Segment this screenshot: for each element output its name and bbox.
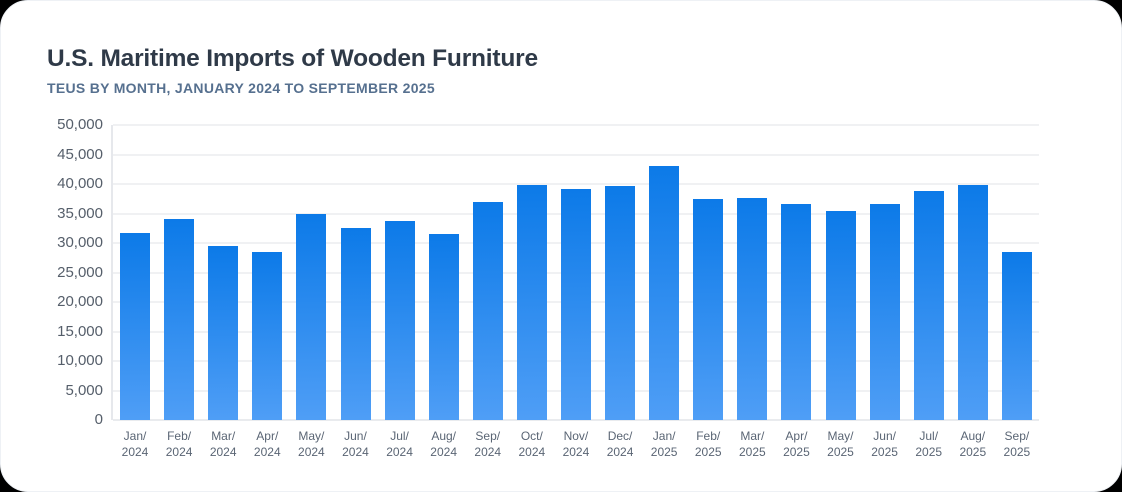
gridline-y-45000 bbox=[113, 153, 1039, 156]
x-axis-tick-label: Jan/ 2025 bbox=[650, 429, 678, 459]
bar-Jul-2024[interactable] bbox=[384, 221, 415, 420]
x-axis-tick-label: May/ 2024 bbox=[298, 429, 325, 459]
bar-Nov-2024[interactable] bbox=[561, 188, 591, 420]
y-axis-tick-label: 35,000 bbox=[57, 204, 103, 222]
x-axis-tick-label: Aug/ 2025 bbox=[959, 429, 987, 459]
y-axis-tick-label: 25,000 bbox=[57, 263, 103, 281]
y-axis-tick-label: 40,000 bbox=[57, 175, 103, 192]
bar-May-2025[interactable] bbox=[825, 211, 856, 420]
x-axis-tick-label: Mar/ 2025 bbox=[738, 429, 766, 459]
bar-Jan-2024[interactable] bbox=[120, 232, 151, 420]
bar-Sep-2025[interactable] bbox=[1001, 251, 1032, 420]
chart-title: U.S. Maritime Imports of Wooden Furnitur… bbox=[47, 45, 538, 72]
bar-Jun-2025[interactable] bbox=[869, 204, 900, 420]
y-axis-tick-label: 5,000 bbox=[65, 381, 103, 399]
bar-Sep-2024[interactable] bbox=[472, 201, 503, 420]
y-axis-tick-label: 30,000 bbox=[57, 234, 103, 251]
bar-Jul-2025[interactable] bbox=[913, 191, 944, 420]
y-axis-tick-label: 15,000 bbox=[57, 322, 103, 340]
x-axis-tick-label: Feb/ 2024 bbox=[165, 429, 193, 459]
gridline-y-40000 bbox=[113, 183, 1039, 185]
x-axis-tick-label: May/ 2025 bbox=[827, 429, 854, 459]
bar-Apr-2024[interactable] bbox=[252, 251, 283, 420]
gridline-y-0 bbox=[113, 419, 1039, 421]
y-axis-tick-label: 50,000 bbox=[57, 116, 103, 133]
x-axis-tick-label: Oct/ 2024 bbox=[518, 429, 546, 459]
bar-Feb-2025[interactable] bbox=[693, 199, 724, 420]
y-axis-tick-label: 10,000 bbox=[57, 352, 103, 369]
bar-Aug-2024[interactable] bbox=[428, 234, 459, 420]
x-axis-tick-label: Mar/ 2024 bbox=[209, 429, 237, 459]
bar-Jun-2024[interactable] bbox=[340, 227, 371, 420]
bar-Feb-2024[interactable] bbox=[164, 218, 195, 420]
x-axis-tick-label: Feb/ 2025 bbox=[694, 429, 722, 459]
bar-Oct-2024[interactable] bbox=[516, 184, 547, 420]
x-axis-tick-label: Apr/ 2024 bbox=[253, 429, 281, 459]
y-axis-tick-label: 45,000 bbox=[57, 145, 103, 163]
x-axis-tick-label: Apr/ 2025 bbox=[783, 429, 810, 459]
x-axis-tick-label: Jun/ 2025 bbox=[871, 429, 898, 459]
x-axis-tick-label: Sep/ 2025 bbox=[1003, 429, 1031, 459]
bar-Dec-2024[interactable] bbox=[605, 185, 636, 420]
bar-May-2024[interactable] bbox=[296, 214, 327, 420]
x-axis-tick-label: Dec/ 2024 bbox=[606, 429, 634, 459]
gridline-y-50000 bbox=[113, 124, 1039, 126]
bar-Mar-2024[interactable] bbox=[208, 245, 239, 420]
x-axis-tick-label: Sep/ 2024 bbox=[474, 429, 502, 459]
bar-Jan-2025[interactable] bbox=[649, 166, 680, 420]
bar-Mar-2025[interactable] bbox=[737, 198, 768, 420]
x-axis-tick-label: Nov/ 2024 bbox=[562, 429, 590, 459]
bar-Aug-2025[interactable] bbox=[957, 185, 988, 420]
y-axis-tick-label: 0 bbox=[94, 411, 103, 428]
x-axis-tick-label: Jan/ 2024 bbox=[121, 429, 149, 459]
x-axis-tick-label: Jul/ 2024 bbox=[386, 429, 413, 459]
bar-chart-plot-area: 0 5,000 10,000 15,000 20,000 25,000 30,000 35,0… bbox=[57, 116, 1039, 459]
bar-Apr-2025[interactable] bbox=[781, 204, 812, 420]
x-axis-tick-label: Jun/ 2024 bbox=[342, 429, 369, 459]
y-axis-tick-label: 20,000 bbox=[57, 293, 103, 310]
x-axis-tick-label: Aug/ 2024 bbox=[430, 429, 457, 459]
x-axis-tick-label: Jul/ 2025 bbox=[915, 429, 943, 459]
chart-subtitle: TEUS BY MONTH, JANUARY 2024 TO SEPTEMBER… bbox=[47, 80, 435, 96]
